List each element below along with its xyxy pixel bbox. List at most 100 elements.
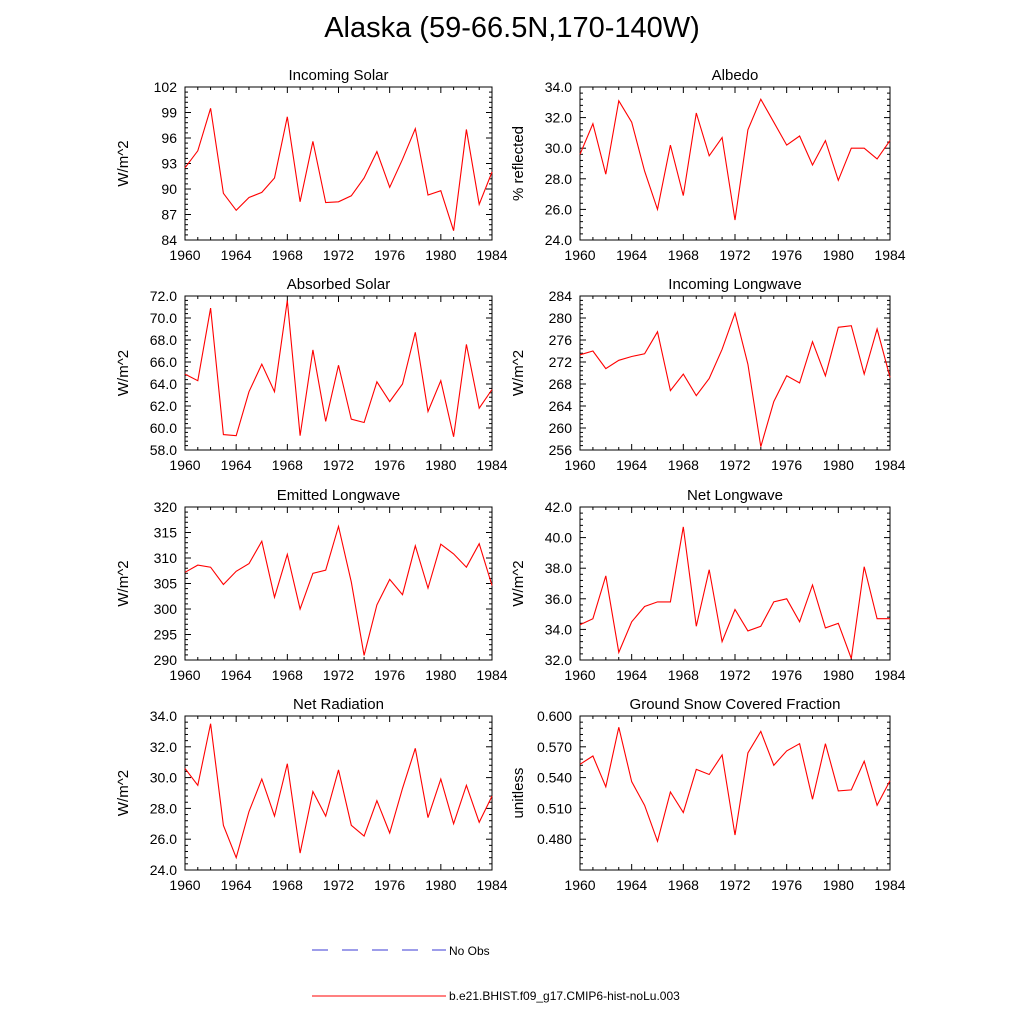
x-tick-label: 1976 <box>374 877 405 893</box>
y-tick-label: 280 <box>549 310 573 326</box>
y-tick-label: 28.0 <box>545 171 572 187</box>
x-tick-label: 1960 <box>169 667 200 683</box>
panel-title: Incoming Solar <box>288 67 388 84</box>
figure-title: Alaska (59-66.5N,170-140W) <box>324 12 700 44</box>
y-tick-label: 34.0 <box>545 621 572 637</box>
x-tick-label: 1960 <box>564 877 595 893</box>
x-tick-label: 1972 <box>719 667 750 683</box>
x-tick-label: 1980 <box>425 667 456 683</box>
legend-model-label: b.e21.BHIST.f09_g17.CMIP6-hist-noLu.003 <box>449 989 680 1003</box>
y-tick-label: 290 <box>154 652 178 668</box>
legend-no-obs-label: No Obs <box>449 944 490 958</box>
x-tick-label: 1980 <box>425 877 456 893</box>
x-tick-label: 1968 <box>668 877 699 893</box>
y-tick-label: 260 <box>549 420 573 436</box>
x-tick-label: 1976 <box>374 247 405 263</box>
y-axis-label: W/m^2 <box>115 770 132 816</box>
y-tick-label: 256 <box>549 442 573 458</box>
x-tick-label: 1960 <box>564 457 595 473</box>
x-tick-label: 1960 <box>169 877 200 893</box>
y-axis-label: W/m^2 <box>115 140 132 186</box>
y-axis-label: % reflected <box>510 126 527 201</box>
x-tick-label: 1984 <box>476 247 507 263</box>
x-tick-label: 1968 <box>668 247 699 263</box>
x-tick-label: 1972 <box>323 667 354 683</box>
x-tick-label: 1976 <box>771 457 802 473</box>
y-tick-label: 32.0 <box>150 739 177 755</box>
y-tick-label: 70.0 <box>150 310 177 326</box>
y-tick-label: 0.600 <box>537 708 572 724</box>
x-tick-label: 1976 <box>374 457 405 473</box>
y-tick-label: 60.0 <box>150 420 177 436</box>
x-tick-label: 1964 <box>221 667 252 683</box>
plot-frame <box>184 86 493 241</box>
x-tick-label: 1980 <box>823 247 854 263</box>
x-tick-label: 1968 <box>668 457 699 473</box>
x-tick-label: 1972 <box>719 247 750 263</box>
x-tick-label: 1984 <box>476 457 507 473</box>
x-tick-label: 1980 <box>823 877 854 893</box>
x-tick-label: 1968 <box>272 667 303 683</box>
x-tick-label: 1964 <box>616 457 647 473</box>
y-tick-label: 58.0 <box>150 442 177 458</box>
x-tick-label: 1984 <box>874 247 905 263</box>
x-tick-label: 1960 <box>169 247 200 263</box>
y-axis-label: W/m^2 <box>510 560 527 606</box>
plot-frame <box>579 295 891 451</box>
x-tick-label: 1972 <box>719 877 750 893</box>
x-tick-label: 1972 <box>323 877 354 893</box>
x-tick-label: 1976 <box>771 877 802 893</box>
y-tick-label: 300 <box>154 601 178 617</box>
x-tick-label: 1984 <box>874 877 905 893</box>
panel-title: Albedo <box>712 67 759 84</box>
y-tick-label: 84 <box>161 232 177 248</box>
y-tick-label: 38.0 <box>545 560 572 576</box>
x-tick-label: 1964 <box>616 667 647 683</box>
y-tick-label: 32.0 <box>545 652 572 668</box>
y-tick-label: 87 <box>161 207 177 223</box>
y-tick-label: 90 <box>161 181 177 197</box>
x-tick-label: 1980 <box>823 457 854 473</box>
x-tick-label: 1980 <box>823 667 854 683</box>
y-tick-label: 36.0 <box>545 591 572 607</box>
x-tick-label: 1980 <box>425 457 456 473</box>
x-tick-label: 1984 <box>476 667 507 683</box>
y-tick-label: 320 <box>154 499 178 515</box>
x-tick-label: 1968 <box>272 877 303 893</box>
y-tick-label: 315 <box>154 525 178 541</box>
x-tick-label: 1984 <box>874 667 905 683</box>
series-line <box>184 723 493 860</box>
x-tick-label: 1964 <box>221 457 252 473</box>
y-tick-label: 66.0 <box>150 354 177 370</box>
y-tick-label: 96 <box>161 130 177 146</box>
y-tick-label: 268 <box>549 376 573 392</box>
x-tick-label: 1980 <box>425 247 456 263</box>
series-line <box>184 524 493 656</box>
x-tick-label: 1972 <box>323 247 354 263</box>
series-line <box>579 311 891 447</box>
panel-title: Emitted Longwave <box>277 487 400 504</box>
y-tick-label: 295 <box>154 627 178 643</box>
y-tick-label: 42.0 <box>545 499 572 515</box>
x-tick-label: 1960 <box>564 247 595 263</box>
y-tick-label: 40.0 <box>545 530 572 546</box>
x-tick-label: 1960 <box>169 457 200 473</box>
y-tick-label: 310 <box>154 550 178 566</box>
series-line <box>184 108 493 231</box>
x-tick-label: 1964 <box>221 247 252 263</box>
y-tick-label: 24.0 <box>545 232 572 248</box>
y-tick-label: 0.480 <box>537 831 572 847</box>
series-line <box>184 300 493 437</box>
x-tick-label: 1964 <box>616 877 647 893</box>
x-tick-label: 1960 <box>564 667 595 683</box>
y-tick-label: 32.0 <box>545 110 572 126</box>
x-tick-label: 1972 <box>323 457 354 473</box>
y-tick-label: 0.510 <box>537 800 572 816</box>
panel-title: Net Longwave <box>687 487 783 504</box>
plot-frame <box>579 715 891 871</box>
y-tick-label: 64.0 <box>150 376 177 392</box>
panel-title: Incoming Longwave <box>668 276 801 293</box>
y-tick-label: 68.0 <box>150 332 177 348</box>
y-tick-label: 305 <box>154 576 178 592</box>
